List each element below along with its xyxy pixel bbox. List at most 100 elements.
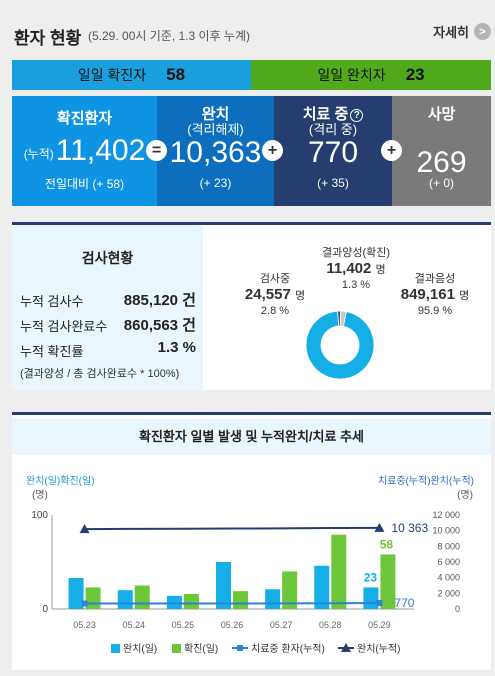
bar-released: [68, 577, 84, 609]
test-summary: 검사현황 누적 검사수 885,120 건 누적 검사완료수 860,563 건…: [12, 225, 203, 390]
bar-released: [363, 587, 379, 609]
tile-deceased-value: 269: [416, 146, 467, 179]
right-tick-label: 12 000: [432, 510, 460, 520]
bar-confirmed: [134, 585, 150, 609]
bar-released: [166, 595, 182, 609]
test-row-label: 누적 검사완료수: [20, 319, 108, 334]
tile-deceased-diff: (+ 0): [428, 176, 454, 190]
test-row-label: 누적 확진률: [20, 344, 84, 359]
right-tick-label: 0: [455, 604, 460, 614]
bar-confirmed: [282, 571, 298, 609]
x-tick-label: 05.24: [122, 620, 145, 630]
legend-treating-cum-label: 치료중 환자(누적): [251, 643, 325, 655]
x-tick-label: 05.29: [368, 620, 391, 630]
daily-confirmed: 일일 확진자 58: [12, 60, 251, 90]
right-tick-label: 8 000: [437, 541, 460, 551]
right-tick-label: 10 000: [432, 526, 460, 536]
pie-negative-pct: 95.9 %: [417, 305, 453, 317]
pie-positive-label: 결과양성(확진): [321, 247, 391, 259]
tile-treating-diff: (+ 35): [317, 176, 349, 190]
daily-released-label: 일일 완치자: [317, 67, 386, 83]
daily-confirmed-label: 일일 확진자: [77, 67, 147, 83]
test-row-completed: 누적 검사완료수 860,563 건: [20, 316, 200, 335]
legend-released-daily-label: 완치(일): [123, 643, 157, 655]
data-label-treating: 770: [394, 596, 414, 610]
tile-confirmed-label: 확진환자: [56, 110, 113, 127]
x-tick-label: 05.26: [221, 620, 244, 630]
tile-deceased-label: 사망: [427, 106, 456, 123]
right-tick-label: 6 000: [437, 557, 460, 567]
test-title: 검사현황: [81, 250, 134, 266]
legend-released-cum-marker: [341, 643, 351, 652]
bar-released: [265, 589, 281, 609]
bar-released: [314, 565, 330, 609]
tile-treating: 치료 중? (격리 중) 770 (+ 35): [274, 96, 392, 206]
pie-label-testing: 검사중 24,557 명 2.8 %: [240, 270, 310, 317]
pie-positive-pct: 1.3 %: [341, 279, 371, 291]
x-tick-label: 05.25: [172, 620, 195, 630]
test-row-label: 누적 검사수: [20, 294, 84, 309]
legend-released-cum-label: 완치(누적): [357, 643, 400, 655]
right-tick-label: 4 000: [437, 573, 460, 583]
pie-negative-label: 결과음성: [414, 273, 456, 285]
tile-treating-label: 치료 중: [302, 106, 349, 123]
bar-confirmed: [380, 554, 396, 609]
status-header: 환자 현황 (5.29. 00시 기준, 1.3 이후 누계) 자세히 >: [0, 0, 495, 58]
test-row-value: 885,120 건: [123, 292, 196, 309]
more-link[interactable]: 자세히 >: [433, 22, 491, 41]
legend-confirmed-daily-swatch: [172, 644, 181, 653]
pie-label-positive: 결과양성(확진) 11,402 명 1.3 %: [306, 244, 406, 291]
bar-released: [117, 590, 133, 609]
pie-negative-value: 849,161: [400, 286, 455, 303]
plus-icon: +: [381, 140, 402, 161]
data-label-confirmed: 58: [380, 537, 394, 551]
tile-released-sub: (격리해제): [187, 122, 244, 137]
daily-released-value: 23: [405, 65, 425, 84]
point-treating: [81, 600, 88, 607]
left-tick-label: 100: [31, 510, 48, 521]
test-status-panel: 검사현황 누적 검사수 885,120 건 누적 검사완료수 860,563 건…: [12, 222, 491, 390]
legend-treating-cum-marker: [237, 645, 243, 651]
test-row-value: 1.3 %: [157, 339, 196, 356]
bar-confirmed: [183, 593, 199, 609]
pie-testing-value: 24,557: [244, 286, 291, 303]
legend-released-daily-swatch: [111, 644, 120, 653]
pie-positive-unit: 명: [375, 264, 386, 276]
tile-treating-value: 770: [307, 136, 359, 169]
tile-treating-sub: (격리 중): [308, 122, 358, 137]
tile-confirmed-diff: 전일대비 (+ 58): [44, 177, 125, 191]
point-cum-released: [374, 522, 385, 532]
page-subtitle: (5.29. 00시 기준, 1.3 이후 누계): [88, 29, 250, 43]
tile-confirmed-cum: (누적): [23, 147, 54, 161]
tile-confirmed-value: 11,402: [55, 134, 146, 167]
right-tick-label: 2 000: [437, 588, 460, 598]
data-label-released: 23: [364, 570, 378, 584]
line-treating: [84, 601, 380, 605]
test-row-value: 860,563 건: [123, 317, 196, 334]
more-link-label: 자세히: [433, 25, 469, 40]
donut-slice-negative: [305, 310, 375, 380]
line-cum-released: [84, 526, 380, 531]
equals-icon: =: [146, 140, 167, 161]
page-title: 환자 현황: [14, 29, 82, 48]
right-axis-title: 치료중(누적)완치(누적): [378, 475, 474, 487]
right-axis-unit: (명): [457, 489, 473, 501]
bar-confirmed: [233, 591, 248, 609]
tile-released-label: 완치: [201, 106, 230, 123]
help-icon[interactable]: ?: [350, 109, 364, 122]
tile-released: 완치 (격리해제) 10,363 (+ 23): [157, 96, 274, 206]
bar-released: [216, 562, 231, 609]
left-axis-title: 완치(일)확진(일): [26, 475, 95, 487]
pie-positive-value: 11,402: [326, 260, 372, 277]
pie-testing-pct: 2.8 %: [260, 305, 290, 317]
tile-released-value: 10,363: [169, 136, 262, 169]
point-treating: [376, 599, 383, 606]
daily-confirmed-value: 58: [166, 65, 186, 84]
test-row-rate: 누적 확진률 1.3 %: [20, 339, 200, 360]
daily-released: 일일 완치자 23: [251, 60, 491, 90]
pie-testing-label: 검사중: [259, 273, 291, 285]
pie-label-negative: 결과음성 849,161 명 95.9 %: [380, 270, 490, 317]
bar-confirmed: [331, 534, 347, 609]
left-tick-label: 0: [42, 604, 48, 615]
legend-confirmed-daily-label: 확진(일): [184, 643, 218, 655]
